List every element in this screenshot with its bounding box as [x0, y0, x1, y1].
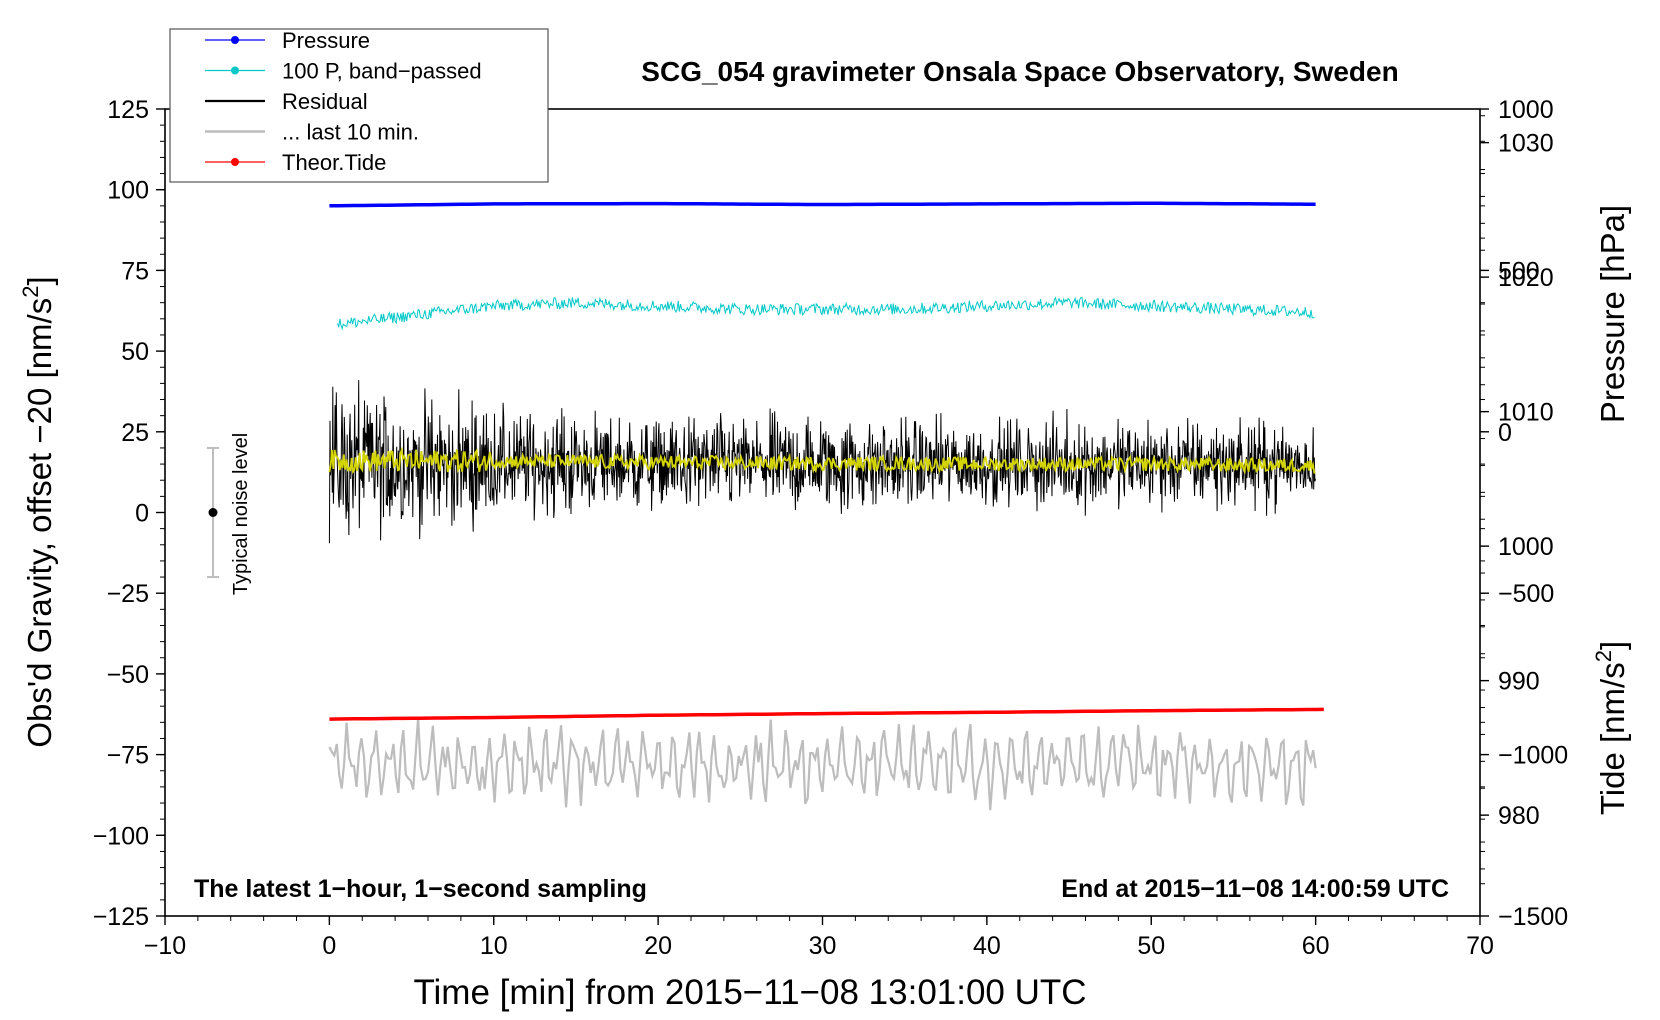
y-axis-gravity: 125 100 75 50 25 0 −25 −50 −75 −100 −125	[93, 96, 165, 931]
y-tick-label: −125	[93, 903, 149, 931]
x-tick-label: 60	[1302, 932, 1330, 960]
series-residual	[328, 380, 1316, 544]
pressure-tick-label: 1010	[1498, 399, 1554, 427]
series-layer	[328, 201, 1324, 811]
sampling-note: The latest 1−hour, 1−second sampling	[194, 875, 647, 903]
ylabel-left-sup: 2	[18, 286, 43, 298]
x-tick-label: 70	[1466, 932, 1494, 960]
series-last-10-min	[328, 717, 1317, 811]
ylabel-tide-sup: 2	[1591, 650, 1616, 662]
x-axis-label: Time [min] from 2015−11−08 13:01:00 UTC	[413, 973, 1086, 1012]
x-tick-label: 10	[480, 932, 508, 960]
legend-marker	[231, 36, 239, 44]
series-residual-smoothed	[328, 446, 1316, 475]
legend-label: Residual	[282, 89, 368, 114]
y-tick-label: 50	[121, 338, 149, 366]
y-axis-pressure: 1030 1020 1010 1000 990 980	[1480, 115, 1554, 870]
x-tick-label: 30	[809, 932, 837, 960]
tide-tick-label: 500	[1498, 257, 1540, 285]
legend: Pressure 100 P, band−passed Residual ... la…	[169, 28, 549, 183]
ylabel-tide-end: ]	[1594, 641, 1631, 650]
typical-noise-label: Typical noise level	[230, 433, 252, 595]
pressure-tick-label: 980	[1498, 802, 1540, 830]
x-axis: −10 0 10 20 30 40 50 60 70	[144, 916, 1494, 960]
series-pressure-bandpassed	[337, 296, 1315, 331]
legend-label: ... last 10 min.	[282, 120, 419, 145]
ylabel-left-text: Obs'd Gravity, offset −20 [nm/s	[21, 298, 58, 748]
pressure-tick-label: 1030	[1498, 130, 1554, 158]
tide-tick-label: 0	[1498, 419, 1512, 447]
y-tick-label: 125	[107, 96, 149, 124]
tide-tick-label: −500	[1498, 580, 1554, 608]
ylabel-left-end: ]	[21, 276, 58, 285]
x-tick-label: 20	[644, 932, 672, 960]
y-tick-label: −50	[107, 661, 149, 689]
ylabel-tide-text: Tide [nm/s	[1594, 662, 1631, 815]
plot-frame	[164, 108, 1481, 917]
series-pressure	[329, 201, 1316, 208]
y-tick-label: −75	[107, 742, 149, 770]
chart-title: SCG_054 gravimeter Onsala Space Observat…	[641, 56, 1398, 87]
tide-tick-label: −1000	[1498, 742, 1568, 770]
x-tick-label: 0	[322, 932, 336, 960]
y-tick-label: −100	[93, 822, 149, 850]
y-tick-label: 0	[135, 500, 149, 528]
pressure-tick-label: 1020	[1498, 264, 1554, 292]
legend-label: Theor.Tide	[282, 150, 386, 175]
y-axis-label-tide: Tide [nm/s2]	[1591, 641, 1631, 815]
x-tick-label: 50	[1137, 932, 1165, 960]
legend-label: 100 P, band−passed	[282, 59, 482, 84]
y-tick-label: −25	[107, 580, 149, 608]
y-tick-label: 75	[121, 257, 149, 285]
series-theoretical-tide	[329, 707, 1324, 721]
noise-center-dot	[208, 508, 218, 517]
tide-tick-label: 1000	[1498, 96, 1554, 124]
tide-tick-label: −1500	[1498, 903, 1568, 931]
y-axis-label-pressure: Pressure [hPa]	[1594, 205, 1631, 423]
y-tick-label: 25	[121, 419, 149, 447]
legend-label: Pressure	[282, 28, 370, 53]
legend-marker	[231, 158, 239, 166]
y-axis-label-gravity: Obs'd Gravity, offset −20 [nm/s2]	[18, 276, 58, 747]
pressure-tick-label: 990	[1498, 668, 1540, 696]
legend-box	[169, 28, 549, 183]
typical-noise-marker	[207, 446, 219, 579]
y-tick-label: 100	[107, 177, 149, 205]
pressure-tick-label: 1000	[1498, 533, 1554, 561]
y-axis-tide: 1000 500 0 −500 −1000 −1500	[1480, 96, 1568, 931]
x-tick-label: 40	[973, 932, 1001, 960]
x-tick-label: −10	[144, 932, 186, 960]
legend-marker	[231, 66, 239, 75]
end-time-note: End at 2015−11−08 14:00:59 UTC	[1061, 875, 1449, 903]
